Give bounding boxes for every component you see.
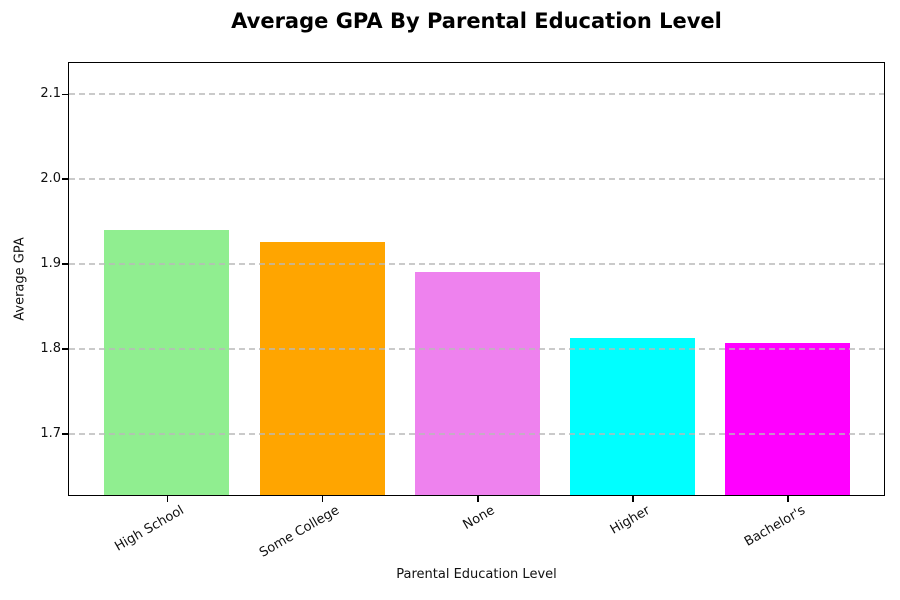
x-tick-label-higher: Higher bbox=[607, 503, 653, 538]
bar-bachelor-s bbox=[725, 343, 851, 495]
y-axis-label: Average GPA bbox=[12, 237, 28, 321]
gridline-2.1 bbox=[69, 93, 884, 95]
y-tick-label-1.7: 1.7 bbox=[40, 426, 61, 441]
x-tick-bachelor-s bbox=[787, 496, 789, 502]
y-tick-2.1 bbox=[62, 93, 68, 96]
y-tick-1.7 bbox=[62, 433, 68, 435]
x-tick-label-bachelor-s: Bachelor's bbox=[741, 503, 808, 550]
x-tick-label-high-school: High School bbox=[112, 503, 187, 555]
x-tick-some-college bbox=[321, 496, 324, 502]
bar-higher bbox=[570, 338, 695, 495]
chart-title: Average GPA By Parental Education Level bbox=[231, 9, 722, 33]
bar-none bbox=[414, 272, 540, 495]
bar-high-school bbox=[104, 229, 230, 495]
x-tick-label-none: None bbox=[460, 503, 498, 533]
y-tick-1.8 bbox=[62, 348, 68, 350]
x-tick-higher bbox=[632, 496, 634, 502]
y-tick-label-1.8: 1.8 bbox=[40, 341, 61, 357]
y-tick-label-2.0: 2.0 bbox=[40, 171, 61, 187]
bar-some-college bbox=[259, 241, 385, 495]
y-tick-label-2.1: 2.1 bbox=[40, 86, 61, 102]
gridline-2.0 bbox=[69, 178, 884, 180]
y-tick-2.0 bbox=[62, 178, 68, 180]
y-tick-1.9 bbox=[62, 263, 68, 265]
y-tick-label-1.9: 1.9 bbox=[40, 256, 61, 272]
x-tick-label-some-college: Some College bbox=[257, 503, 343, 561]
x-tick-none bbox=[477, 496, 479, 502]
plot-area bbox=[68, 62, 885, 496]
x-axis-label: Parental Education Level bbox=[396, 567, 557, 582]
x-tick-high-school bbox=[166, 496, 169, 502]
